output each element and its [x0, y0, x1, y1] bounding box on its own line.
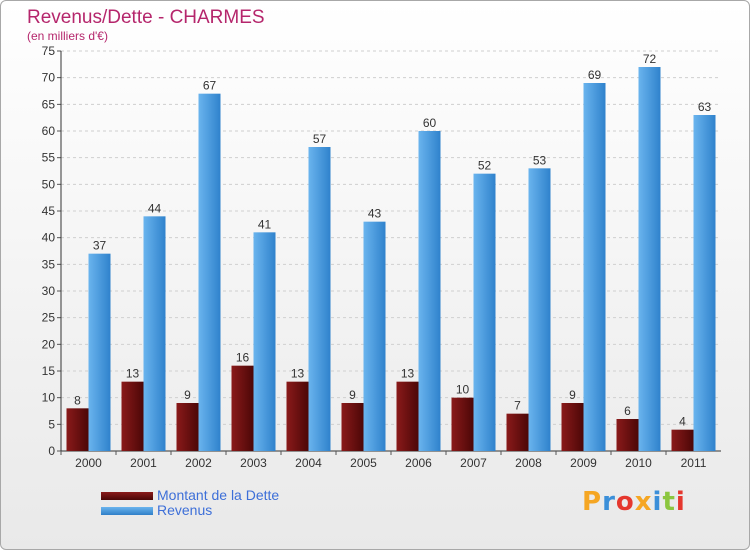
- bar-dette: [286, 381, 309, 451]
- bar-dette: [396, 381, 419, 451]
- x-tick-label: 2002: [185, 456, 212, 470]
- bar-revenus: [308, 147, 331, 451]
- data-label-dette: 9: [569, 388, 576, 402]
- data-label-dette: 9: [349, 388, 356, 402]
- y-tick-label: 25: [42, 311, 56, 325]
- data-label-dette: 6: [624, 404, 631, 418]
- bar-revenus: [418, 131, 441, 451]
- y-tick-label: 15: [42, 364, 56, 378]
- data-label-dette: 4: [679, 415, 686, 429]
- data-label-revenus: 63: [698, 100, 712, 114]
- y-tick-label: 70: [42, 71, 56, 85]
- data-label-revenus: 72: [643, 52, 657, 66]
- data-label-dette: 8: [74, 393, 81, 407]
- bar-dette: [341, 403, 364, 451]
- y-tick-label: 40: [42, 231, 56, 245]
- x-tick-label: 2006: [405, 456, 432, 470]
- bar-dette: [561, 403, 584, 451]
- logo-letter: o: [615, 487, 635, 517]
- data-label-revenus: 57: [313, 132, 327, 146]
- bar-revenus: [88, 253, 111, 451]
- data-label-revenus: 67: [203, 79, 217, 93]
- y-tick-label: 35: [42, 257, 56, 271]
- logo-letter: r: [602, 487, 616, 517]
- bar-revenus: [198, 93, 221, 452]
- legend-label-dette: Montant de la Dette: [157, 487, 280, 503]
- logo-letter: i: [675, 487, 686, 517]
- y-tick-label: 30: [42, 284, 56, 298]
- chart-subtitle: (en milliers d'€): [27, 29, 108, 43]
- logo-letter: t: [662, 487, 676, 517]
- logo-letter: i: [652, 487, 663, 517]
- data-label-revenus: 37: [93, 239, 107, 253]
- legend-swatch-dette: [101, 492, 153, 500]
- data-label-revenus: 53: [533, 153, 547, 167]
- y-tick-label: 55: [42, 151, 56, 165]
- bar-revenus: [363, 221, 386, 451]
- y-tick-label: 60: [42, 124, 56, 138]
- x-tick-label: 2000: [75, 456, 102, 470]
- y-tick-label: 50: [42, 177, 56, 191]
- y-tick-label: 65: [42, 97, 56, 111]
- data-label-revenus: 52: [478, 159, 492, 173]
- y-tick-label: 75: [42, 44, 56, 58]
- data-label-revenus: 69: [588, 68, 602, 82]
- data-label-revenus: 60: [423, 116, 437, 130]
- x-tick-label: 2008: [515, 456, 542, 470]
- bar-dette: [616, 419, 639, 451]
- y-tick-label: 20: [42, 337, 56, 351]
- y-tick-label: 10: [42, 391, 56, 405]
- data-label-dette: 10: [456, 383, 470, 397]
- chart-title: Revenus/Dette - CHARMES: [27, 7, 265, 28]
- bar-dette: [671, 429, 694, 451]
- data-label-dette: 9: [184, 388, 191, 402]
- legend-label-revenus: Revenus: [157, 502, 213, 518]
- data-label-dette: 13: [401, 367, 415, 381]
- proxiti-logo: Proxiti: [582, 487, 686, 517]
- data-label-revenus: 41: [258, 217, 272, 231]
- bar-dette: [506, 413, 529, 451]
- legend-swatch-revenus: [101, 507, 153, 515]
- y-tick-label: 5: [48, 417, 55, 431]
- x-tick-label: 2010: [625, 456, 652, 470]
- bar-revenus: [253, 232, 276, 451]
- y-tick-label: 0: [48, 444, 55, 458]
- x-tick-label: 2005: [350, 456, 377, 470]
- x-tick-label: 2009: [570, 456, 597, 470]
- bar-revenus: [693, 115, 716, 451]
- x-tick-label: 2001: [130, 456, 157, 470]
- bar-dette: [176, 403, 199, 451]
- bar-dette: [231, 365, 254, 451]
- data-label-dette: 13: [291, 367, 305, 381]
- x-tick-label: 2003: [240, 456, 267, 470]
- y-tick-label: 45: [42, 204, 56, 218]
- bar-dette: [121, 381, 144, 451]
- bar-revenus: [528, 168, 551, 452]
- x-tick-label: 2007: [460, 456, 487, 470]
- data-label-dette: 13: [126, 367, 140, 381]
- bar-revenus: [638, 67, 661, 451]
- x-tick-label: 2011: [681, 456, 707, 470]
- data-label-dette: 7: [514, 399, 521, 413]
- data-label-revenus: 44: [148, 201, 162, 215]
- bar-dette: [451, 397, 474, 451]
- bar-dette: [66, 408, 89, 451]
- bar-revenus: [583, 83, 606, 451]
- bar-revenus: [473, 173, 496, 451]
- data-label-dette: 16: [236, 351, 250, 365]
- x-tick-label: 2004: [295, 456, 322, 470]
- logo-letter: x: [634, 487, 653, 517]
- logo-letter: P: [582, 487, 603, 517]
- bar-revenus: [143, 216, 166, 451]
- data-label-revenus: 43: [368, 207, 382, 221]
